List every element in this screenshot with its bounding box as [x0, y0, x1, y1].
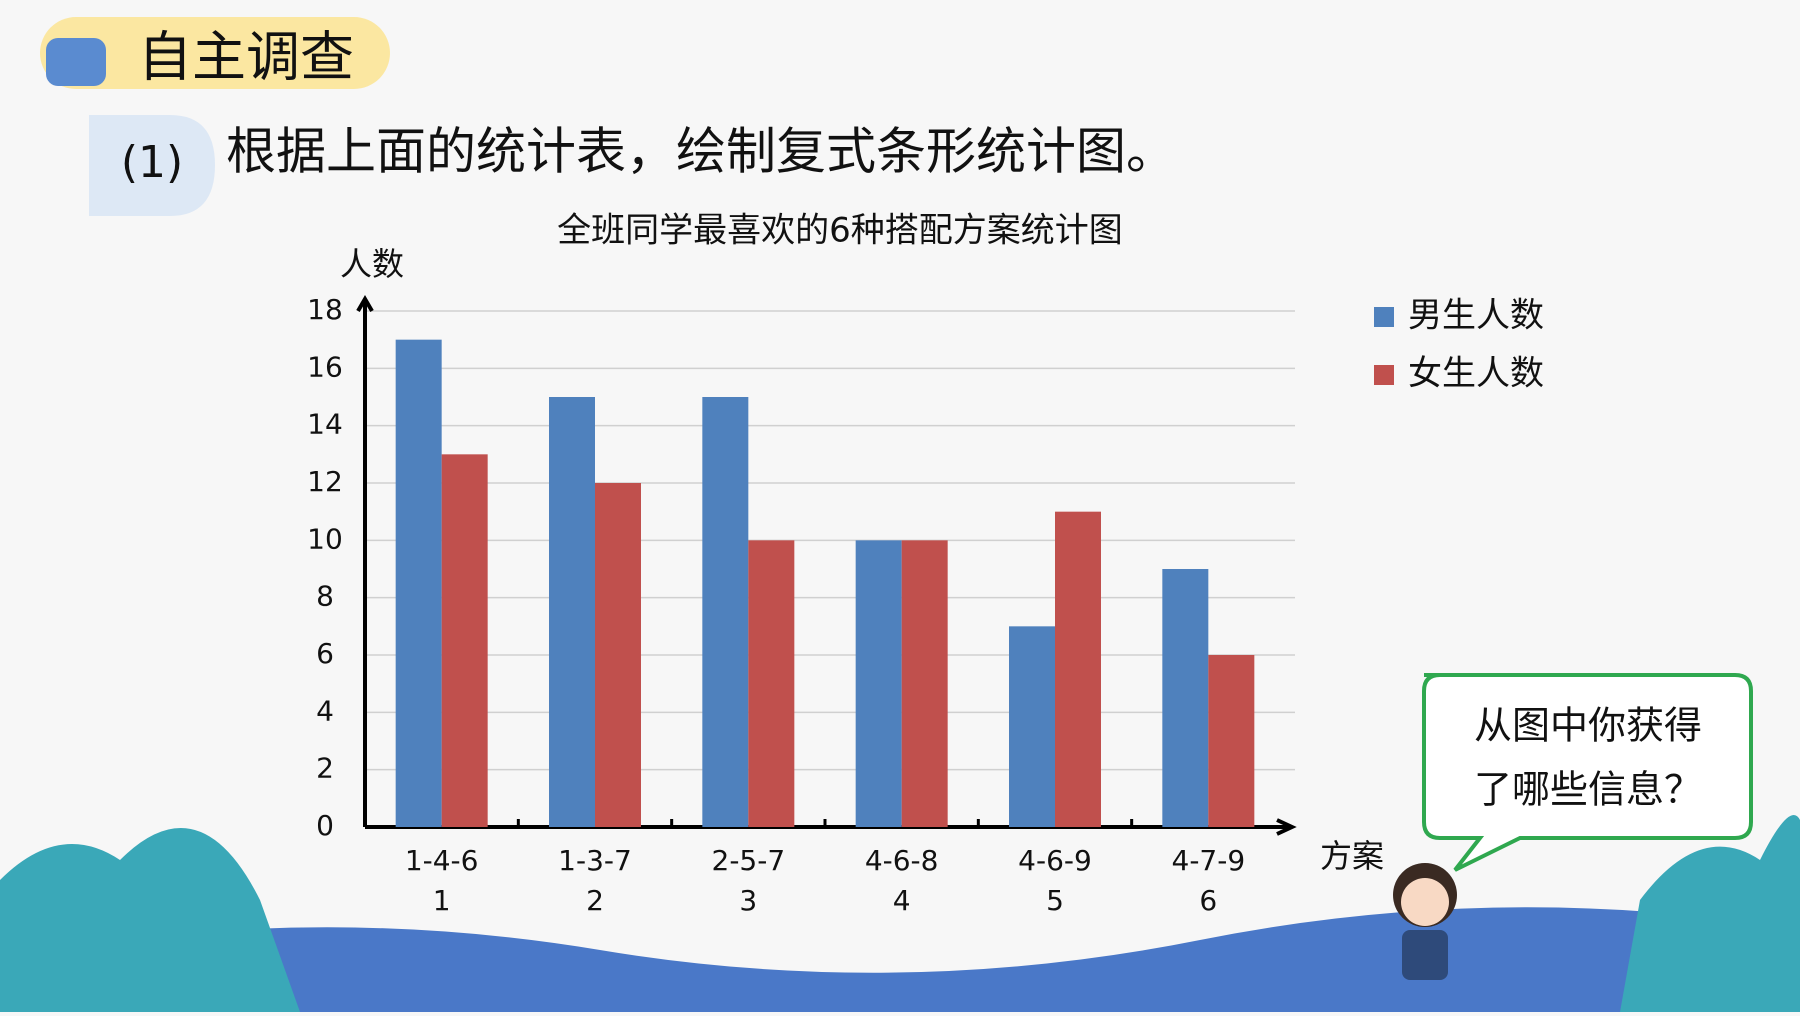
bar: [441, 454, 488, 827]
x-axis: [365, 818, 1297, 836]
y-tick-label: 10: [307, 522, 343, 555]
y-tick-label: 6: [316, 637, 334, 670]
bar: [1009, 626, 1055, 827]
speech-bubble: [1422, 673, 1753, 872]
x-axis-label: 方案: [1320, 837, 1384, 875]
x-tick-label: 4-6-8: [865, 844, 939, 877]
x-tick-label: 4-7-9: [1172, 844, 1246, 877]
y-tick-label: 14: [307, 408, 343, 441]
x-tick-label: 4-6-9: [1018, 844, 1092, 877]
x-tick-label: 2-5-7: [712, 844, 786, 877]
teacher-body: [1402, 930, 1448, 980]
bubble-line: 了哪些信息？: [1474, 768, 1702, 812]
legend-swatch: [1374, 365, 1394, 385]
y-axis: [356, 295, 374, 827]
instruction: 根据上面的统计表，绘制复式条形统计图。: [226, 123, 1176, 181]
x-tick-number: 4: [893, 884, 911, 917]
x-tick-label: 1-4-6: [405, 844, 479, 877]
bubble-line: 从图中你获得: [1474, 704, 1702, 748]
bar: [395, 339, 442, 827]
y-axis-label: 人数: [340, 245, 404, 283]
bottom-wave: [0, 907, 1800, 1012]
step-box: [89, 115, 215, 216]
legend-swatch: [1374, 307, 1394, 327]
chart-title: 全班同学最喜欢的6种搭配方案统计图: [557, 211, 1123, 251]
x-tick-label: 1-3-7: [558, 844, 632, 877]
plant-left: [0, 828, 300, 1012]
x-tick-number: 2: [586, 884, 604, 917]
step-label: (1): [121, 137, 183, 188]
plant-right: [1620, 815, 1800, 1012]
y-tick-label: 2: [316, 752, 334, 785]
header-pill: [40, 17, 390, 89]
bar: [549, 397, 595, 827]
bag-icon: [46, 38, 106, 86]
y-tick-label: 0: [316, 809, 334, 842]
y-tick-label: 16: [307, 350, 343, 383]
legend-label: 男生人数: [1408, 296, 1544, 336]
y-tick-label: 18: [307, 293, 343, 326]
bar: [748, 540, 795, 827]
x-tick-number: 5: [1046, 884, 1064, 917]
bar: [595, 483, 641, 827]
teacher-face: [1401, 878, 1449, 926]
bar: [1055, 511, 1101, 827]
y-tick-label: 8: [316, 580, 334, 613]
y-tick-label: 4: [316, 694, 334, 727]
bar: [901, 540, 948, 827]
bar: [702, 397, 749, 827]
legend-label: 女生人数: [1408, 354, 1544, 394]
bar: [1162, 569, 1209, 827]
x-tick-number: 1: [433, 884, 451, 917]
x-tick-number: 6: [1199, 884, 1217, 917]
header-title: 自主调查: [138, 26, 354, 89]
bar: [1208, 655, 1255, 827]
y-tick-label: 12: [307, 465, 343, 498]
bar: [855, 540, 902, 827]
x-tick-number: 3: [739, 884, 757, 917]
